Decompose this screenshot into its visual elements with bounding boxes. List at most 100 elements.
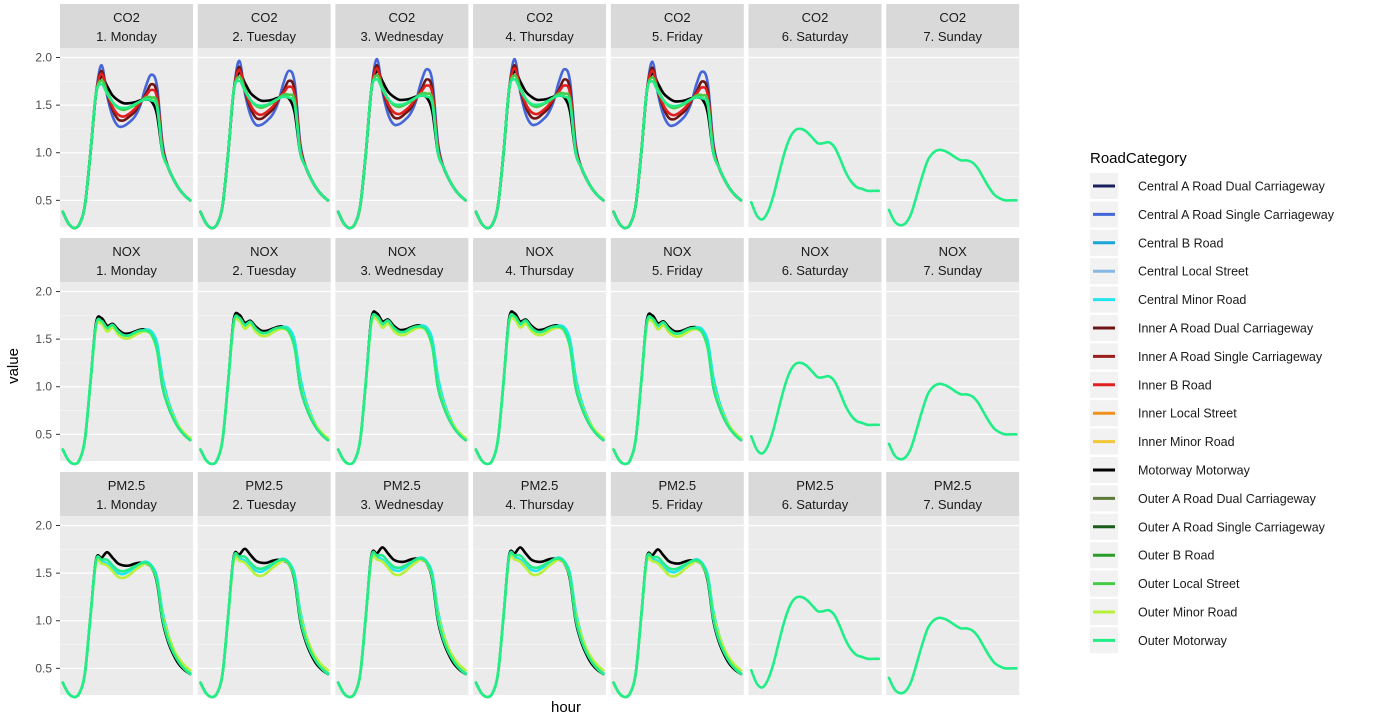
y-tick-label: 0.5 xyxy=(35,427,52,441)
legend-label: Inner A Road Dual Carriageway xyxy=(1138,322,1314,336)
facet-strip-pollutant: NOX xyxy=(663,244,692,259)
facet-panel: PM2.5 4. Thursday xyxy=(473,472,607,699)
series-line xyxy=(336,550,467,699)
facet-strip xyxy=(335,238,469,282)
facet-panel: NOX 2. Tuesday xyxy=(197,238,331,466)
facet-strip-day: 2. Tuesday xyxy=(232,497,296,512)
facet-strip-day: 6. Saturday xyxy=(782,497,849,512)
facet-panel: CO2 1. Monday xyxy=(60,4,193,230)
series-line xyxy=(474,312,605,466)
facet-strip-day: 2. Tuesday xyxy=(232,29,296,44)
legend-label: Central B Road xyxy=(1138,236,1224,250)
facet-strip xyxy=(886,238,1020,282)
series-line xyxy=(199,79,330,230)
panel-background xyxy=(748,516,882,695)
facet-strip-day: 4. Thursday xyxy=(505,29,574,44)
y-tick-label: 1.0 xyxy=(35,146,52,160)
facet-strip-pollutant: NOX xyxy=(388,244,417,259)
facet-strip-day: 4. Thursday xyxy=(505,263,574,278)
legend-label: Outer Minor Road xyxy=(1138,606,1237,620)
legend-item: Outer Motorway xyxy=(1090,627,1228,654)
panel-background xyxy=(473,282,607,461)
legend-item: Outer Local Street xyxy=(1090,570,1240,597)
facet-strip-pollutant: CO2 xyxy=(939,10,966,25)
panel-background xyxy=(335,516,469,695)
panel-background xyxy=(610,282,744,461)
series-line xyxy=(474,550,605,699)
facet-strip xyxy=(197,4,331,48)
panel-background xyxy=(748,48,882,227)
facet-panel: PM2.5 7. Sunday xyxy=(886,472,1020,695)
facet-strip xyxy=(60,238,193,282)
legend-item: Inner Local Street xyxy=(1090,400,1237,427)
facet-strip xyxy=(610,472,744,516)
legend-label: Central Local Street xyxy=(1138,265,1249,279)
facet-strip xyxy=(335,4,469,48)
y-tick-label: 0.5 xyxy=(35,661,52,675)
legend-item: Central A Road Single Carriageway xyxy=(1090,201,1335,228)
facet-strip-day: 3. Wednesday xyxy=(360,29,443,44)
facet-strip xyxy=(473,472,607,516)
series-line xyxy=(749,127,881,221)
facet-strip-day: 7. Sunday xyxy=(923,263,982,278)
facet-panel: NOX 1. Monday xyxy=(60,238,193,466)
panel-background xyxy=(60,282,193,461)
facet-strip xyxy=(60,4,193,48)
facet-panel: PM2.5 5. Friday xyxy=(610,472,744,699)
facet-strip xyxy=(610,238,744,282)
facet-strip xyxy=(886,4,1020,48)
series-line xyxy=(887,616,1018,695)
x-axis-title: hour xyxy=(551,699,581,716)
facet-strip-day: 7. Sunday xyxy=(923,497,982,512)
y-tick-label: 1.0 xyxy=(35,614,52,628)
facet-strip xyxy=(748,4,882,48)
facet-strip-day: 7. Sunday xyxy=(923,29,982,44)
series-line xyxy=(61,82,192,230)
series-line xyxy=(336,77,467,230)
facet-strip-day: 3. Wednesday xyxy=(360,263,443,278)
facet-panel: NOX 7. Sunday xyxy=(886,238,1020,461)
facet-strip-pollutant: PM2.5 xyxy=(521,478,559,493)
facet-panel: CO2 7. Sunday xyxy=(886,4,1020,227)
series-line xyxy=(749,595,881,689)
series-line xyxy=(336,312,467,466)
legend-label: Inner Local Street xyxy=(1138,407,1237,421)
legend-item: Inner A Road Dual Carriageway xyxy=(1090,315,1314,341)
legend-item: Central B Road xyxy=(1090,229,1224,256)
facet-strip-day: 4. Thursday xyxy=(505,497,574,512)
facet-panel: NOX 5. Friday xyxy=(610,238,744,466)
facet-strip-day: 1. Monday xyxy=(96,29,157,44)
facet-strip-day: 1. Monday xyxy=(96,263,157,278)
panel-background xyxy=(610,48,744,227)
series-line xyxy=(61,317,192,466)
series-line xyxy=(612,552,743,699)
panel-background xyxy=(197,48,331,227)
y-tick-label: 1.5 xyxy=(35,98,52,112)
panel-background xyxy=(60,516,193,695)
facet-panel: NOX 3. Wednesday xyxy=(335,238,469,466)
facet-strip-pollutant: CO2 xyxy=(389,10,416,25)
facet-panel: PM2.5 1. Monday xyxy=(60,472,193,699)
series-line xyxy=(612,314,743,466)
series-line xyxy=(61,555,192,699)
y-tick-label: 1.0 xyxy=(35,380,52,394)
facet-strip-day: 6. Saturday xyxy=(782,263,849,278)
facet-strip-pollutant: CO2 xyxy=(113,10,140,25)
legend-title: RoadCategory xyxy=(1090,150,1187,167)
facet-strip xyxy=(473,238,607,282)
panel-background xyxy=(60,48,193,227)
legend-label: Central A Road Single Carriageway xyxy=(1138,208,1335,222)
facet-strip xyxy=(748,472,882,516)
facet-strip xyxy=(335,472,469,516)
legend-label: Inner A Road Single Carriageway xyxy=(1138,350,1323,364)
panel-background xyxy=(197,516,331,695)
facet-strip-day: 5. Friday xyxy=(652,29,703,44)
y-axis-title: value xyxy=(5,348,22,384)
y-axes: 0.5 1.0 1.5 2.0 0.5 1.0 1.5 2.0 0.5 1.0 1.5 2.0 xyxy=(35,51,60,675)
facet-strip-day: 5. Friday xyxy=(652,263,703,278)
facet-panel: NOX 4. Thursday xyxy=(473,238,607,466)
legend-item: Outer A Road Single Carriageway xyxy=(1090,513,1326,540)
facet-panel: CO2 6. Saturday xyxy=(748,4,882,227)
facet-strip-day: 5. Friday xyxy=(652,497,703,512)
